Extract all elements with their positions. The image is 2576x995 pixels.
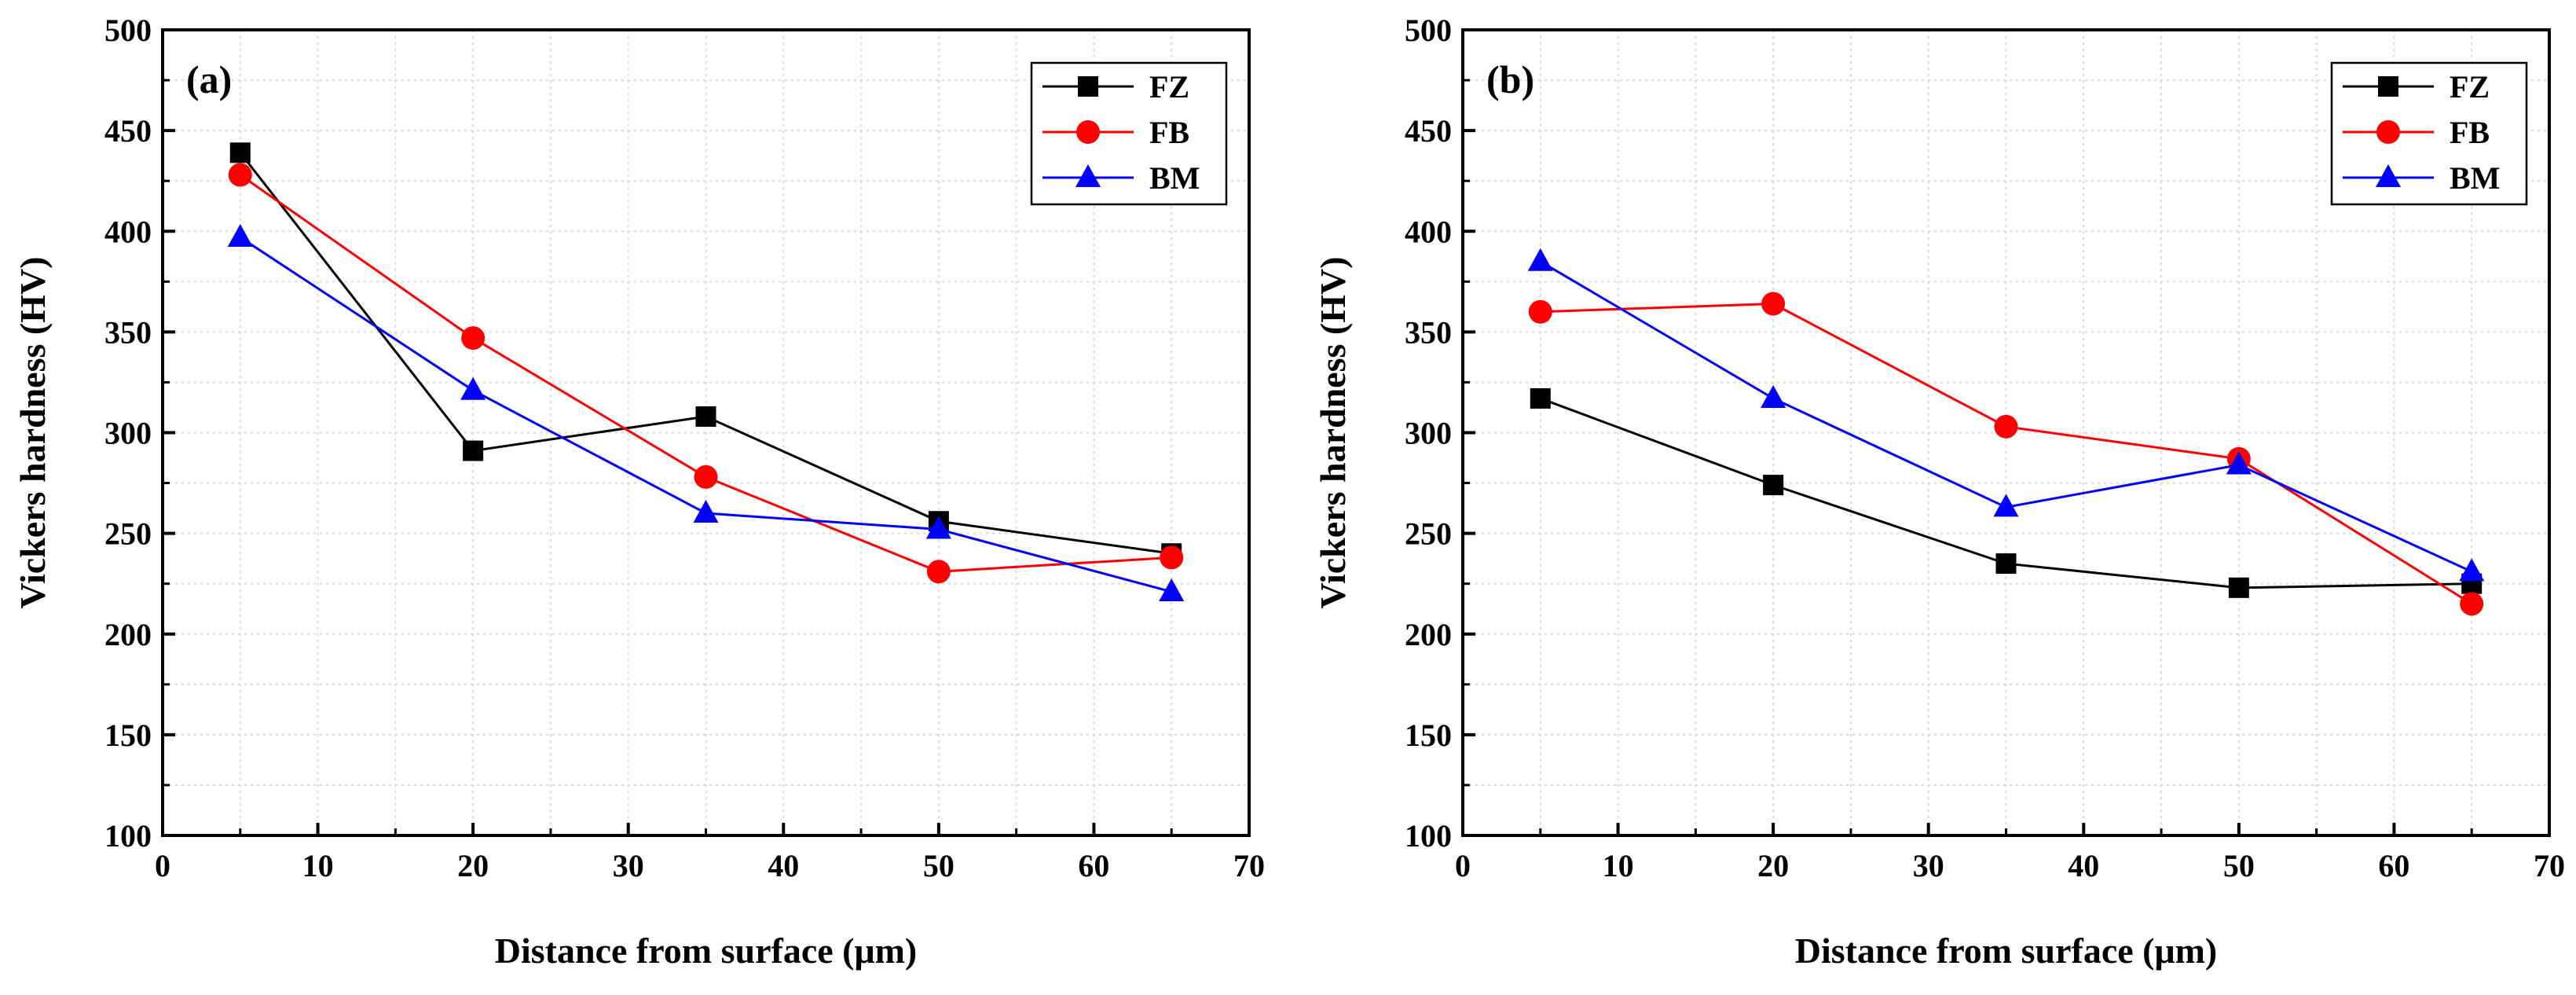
data-point-fz — [695, 406, 716, 427]
legend-item-bm: BM — [1042, 160, 1200, 196]
y-tick-label: 500 — [1405, 13, 1452, 48]
y-tick-label: 350 — [104, 314, 152, 350]
x-tick-label: 10 — [1603, 848, 1634, 883]
x-tick-label: 70 — [2534, 848, 2565, 883]
x-tick-label: 40 — [768, 848, 799, 883]
x-axis-title: Distance from surface (μm) — [1795, 931, 2217, 971]
legend-item-fb: FB — [2343, 115, 2490, 150]
y-tick-label: 450 — [104, 113, 152, 149]
x-tick-label: 70 — [1233, 848, 1265, 883]
series-fb — [228, 163, 1184, 584]
legend-marker — [2378, 76, 2398, 97]
data-point-fb — [2460, 592, 2484, 616]
y-tick-label: 250 — [1405, 516, 1452, 552]
data-point-bm — [1993, 494, 2019, 517]
legend-marker — [2376, 120, 2400, 144]
legend-label: FB — [2450, 115, 2490, 150]
data-point-fb — [461, 326, 486, 351]
y-tick-label: 350 — [1405, 314, 1452, 350]
data-point-bm — [1527, 248, 1553, 271]
data-point-fb — [1160, 545, 1184, 570]
y-tick-label: 450 — [1405, 113, 1452, 149]
legend-label: BM — [1149, 160, 1200, 196]
data-point-bm — [1761, 384, 1786, 408]
legend: FZ FB BM — [1030, 61, 1228, 206]
y-tick-label: 300 — [1405, 416, 1452, 451]
y-tick-label: 200 — [104, 617, 152, 652]
data-point-fb — [926, 560, 951, 584]
x-tick-label: 60 — [1078, 848, 1109, 883]
y-tick-label: 150 — [1405, 718, 1452, 753]
data-point-fz — [1530, 387, 1551, 409]
data-point-bm — [2226, 451, 2252, 475]
data-point-fb — [694, 464, 718, 489]
series-bm — [227, 223, 1185, 601]
chart-panel-b: 100 150 200 250 300 350 400 450 500 0 10 20 30 40 50 60… — [1313, 13, 2565, 971]
x-tick-label: 10 — [302, 848, 334, 883]
y-tick-label: 100 — [1405, 818, 1452, 854]
legend: FZ FB BM — [2330, 61, 2528, 206]
y-axis-title: Vickers hardness (HV) — [13, 256, 53, 608]
data-point-fz — [1763, 475, 1784, 496]
y-axis-title: Vickers hardness (HV) — [1313, 256, 1353, 608]
x-tick-label: 30 — [1913, 848, 1944, 883]
x-tick-label: 40 — [2068, 848, 2099, 883]
legend-item-bm: BM — [2343, 160, 2500, 196]
x-tick-label: 20 — [1757, 848, 1789, 883]
data-point-bm — [2459, 558, 2485, 582]
legend-item-fb: FB — [1042, 115, 1189, 150]
legend-label: FZ — [2450, 69, 2490, 105]
x-tick-label: 0 — [1455, 848, 1471, 883]
legend-label: FB — [1149, 115, 1189, 150]
y-tick-label: 250 — [104, 516, 152, 552]
legend-marker — [1075, 164, 1101, 187]
x-axis-title: Distance from surface (μm) — [495, 931, 917, 971]
y-tick-label: 500 — [104, 13, 152, 48]
chart-panel-a: 100 150 200 250 300 350 400 450 500 0 10 20 30 40 50 60… — [13, 13, 1265, 971]
data-point-fb — [1528, 299, 1552, 324]
legend-marker — [1076, 120, 1100, 144]
y-tick-label: 150 — [104, 718, 152, 753]
legend-label: BM — [2450, 160, 2500, 196]
y-tick-label: 300 — [104, 416, 152, 451]
y-tick-label: 400 — [104, 214, 152, 249]
data-point-fz — [1995, 553, 2017, 575]
data-point-bm — [227, 223, 253, 247]
x-tick-label: 50 — [923, 848, 955, 883]
series-bm — [1527, 248, 2485, 582]
y-tick-label: 200 — [1405, 617, 1452, 652]
x-tick-label: 0 — [155, 848, 170, 883]
data-point-fb — [228, 163, 252, 187]
x-tick-label: 50 — [2223, 848, 2255, 883]
legend-marker — [1078, 76, 1098, 97]
data-point-bm — [925, 516, 951, 539]
legend-item-fz: FZ — [2343, 69, 2490, 105]
data-point-fb — [1994, 414, 2018, 439]
legend-marker — [2376, 164, 2401, 187]
data-point-bm — [460, 376, 486, 400]
y-tick-label: 400 — [1405, 214, 1452, 249]
data-point-fz — [463, 440, 484, 461]
data-point-bm — [1159, 578, 1185, 601]
legend-item-fz: FZ — [1042, 69, 1189, 105]
data-point-bm — [693, 500, 719, 523]
panel-label: (a) — [186, 57, 232, 101]
data-point-fz — [2228, 577, 2249, 598]
legend-label: FZ — [1149, 69, 1189, 105]
data-point-fb — [1761, 292, 1786, 316]
x-tick-label: 60 — [2378, 848, 2409, 883]
data-point-fz — [229, 142, 251, 163]
y-tick-label: 100 — [104, 818, 152, 854]
x-tick-label: 30 — [613, 848, 644, 883]
x-tick-label: 20 — [457, 848, 489, 883]
panel-label: (b) — [1486, 57, 1534, 101]
